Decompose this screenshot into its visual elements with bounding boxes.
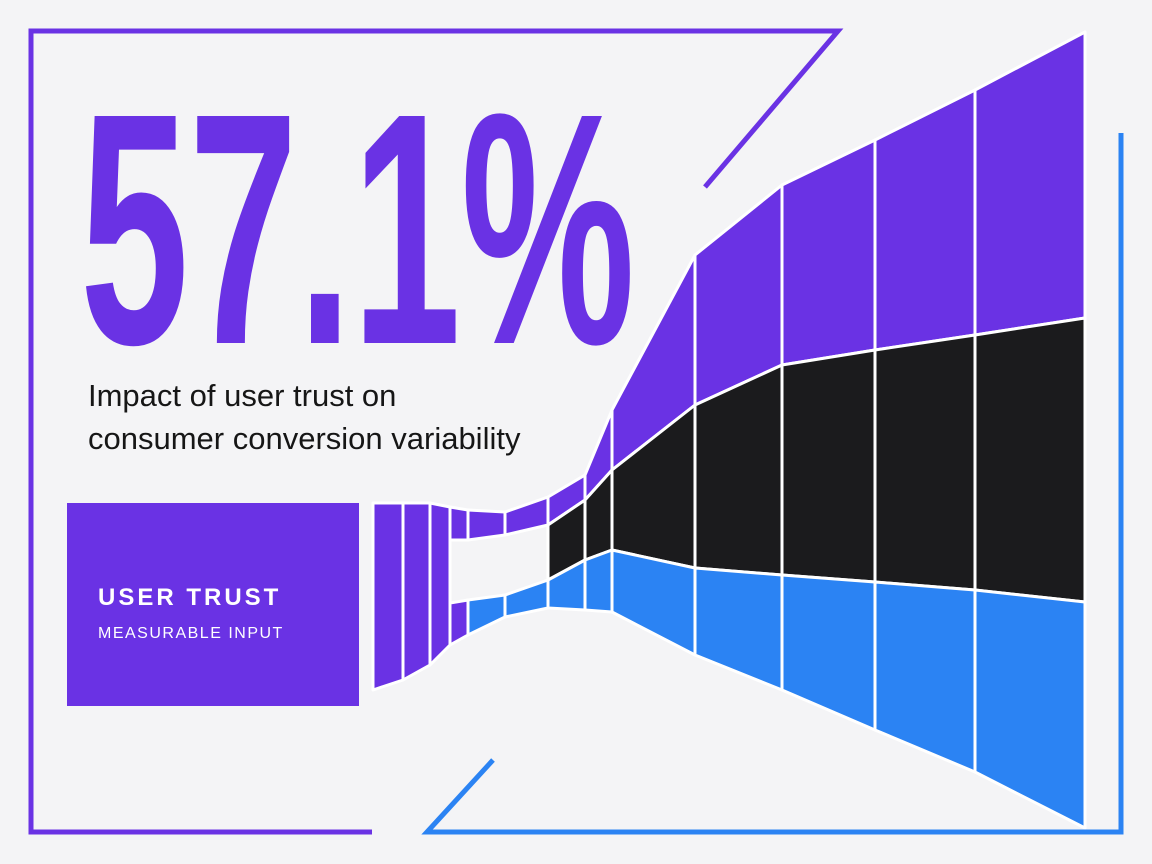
funnel-segment-purple [428, 501, 452, 667]
funnel-segment-purple [401, 501, 432, 682]
funnel-segment-blue [973, 588, 1087, 830]
subtitle-line: Impact of user trust on [88, 378, 396, 413]
headline: 57.1% [80, 44, 635, 413]
funnel-segment-purple [371, 501, 405, 692]
funnel-segment-black [780, 348, 877, 584]
funnel-segment-blue [583, 548, 614, 614]
blue-frame [421, 133, 1124, 835]
funnel [371, 30, 1087, 830]
input-title: USER TRUST [98, 584, 281, 611]
input-box [67, 503, 359, 706]
funnel-segment-purple [466, 508, 507, 542]
purple-frame [28, 28, 844, 835]
funnel-segment-black [973, 316, 1087, 604]
subtitle-line: consumer conversion variability [88, 421, 521, 456]
input-caption: MEASURABLE INPUT [98, 625, 284, 642]
funnel-segment-purple [448, 505, 470, 542]
funnel-segment-black [873, 333, 977, 592]
